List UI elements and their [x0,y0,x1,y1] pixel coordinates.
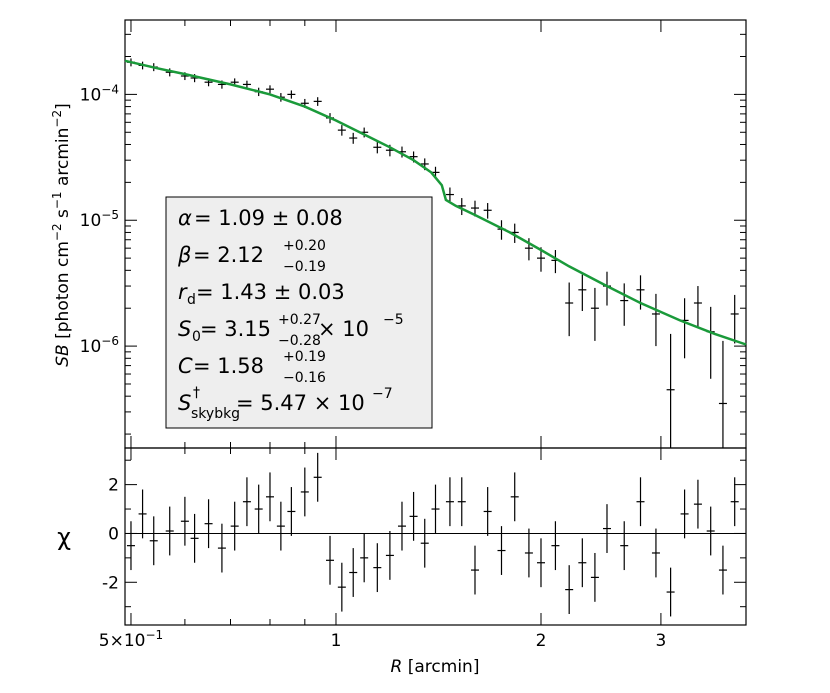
ann: = 3.15 [200,317,271,341]
y-tick-label: 10−4 [80,82,119,105]
x-tick-label: 3 [655,631,666,651]
y-label-part: −1 [50,191,64,209]
x-tick-label-part: 5×10 [99,631,146,651]
ann: r [178,280,188,304]
ann: † [193,385,200,401]
y-label-part: arcmin [53,128,73,192]
y-label-part: SB [53,344,73,366]
y-tick-label: 10−6 [80,334,119,357]
ann: S [178,317,191,341]
y-tick-label: 10−5 [80,208,119,231]
x-tick-label: 2 [536,631,547,651]
ann: α [178,206,192,230]
parameter-box: α = 1.09 ± 0.08 β = 2.12 +0.20 −0.19 r d… [165,196,433,429]
ann: +0.19 [283,349,326,365]
y-tick-label-part: 10 [80,85,102,105]
ann: = 1.43 ± 0.03 [196,280,345,304]
ann: = 2.12 [193,243,264,267]
ann: −5 [383,312,404,328]
ann: C [178,354,193,378]
ann: +0.20 [283,238,326,254]
x-tick-label-exp: −1 [145,628,163,642]
ann: S [178,391,191,415]
residual-y-tick-label: 2 [108,476,119,496]
y-tick-label-exp: −4 [101,82,119,96]
y-label-part: [photon cm [53,241,73,344]
ann: −0.19 [283,259,326,275]
x-tick-label-part: 1 [331,631,342,651]
ann: = 1.58 [193,354,264,378]
ann: = 5.47 × 10 [236,391,365,415]
ann: = 1.09 ± 0.08 [194,206,343,230]
x-label-part: [arcmin] [402,657,479,677]
y-tick-label-exp: −6 [101,334,119,348]
box [165,196,433,429]
ann: −0.16 [283,370,326,386]
x-tick-label: 5×10−1 [99,628,163,651]
x-label-part: R [391,657,403,677]
y-label-part: −2 [50,110,64,128]
y-axis-label: SB [photon cm−2 s−1 arcmin−2] [50,103,73,366]
ann: × 10 [318,317,369,341]
ann: d [187,292,196,308]
x-tick-label-part: 2 [536,631,547,651]
y-tick-label-exp: −5 [101,208,119,222]
ann: 0 [192,329,201,345]
x-tick-label: 1 [331,631,342,651]
y-tick-label-part: 10 [80,337,102,357]
residual-y-tick-label: 0 [108,524,119,544]
ann: skybkg [191,406,240,422]
y-label-part: ] [53,103,73,110]
residual-frame [124,447,747,626]
residual-y-tick-label: -2 [102,573,119,593]
y-label-part: s [53,209,73,223]
x-tick-label-part: 3 [655,631,666,651]
y-label-part: −2 [50,223,64,241]
y-tick-label-part: 10 [80,211,102,231]
ann: −0.28 [278,333,321,349]
residual-y-label: χ [57,523,71,551]
ann: +0.27 [278,312,321,328]
model-line [124,59,747,346]
ann: β [177,243,191,267]
ann: −7 [372,386,393,402]
x-axis-label: R [arcmin] [391,657,480,677]
